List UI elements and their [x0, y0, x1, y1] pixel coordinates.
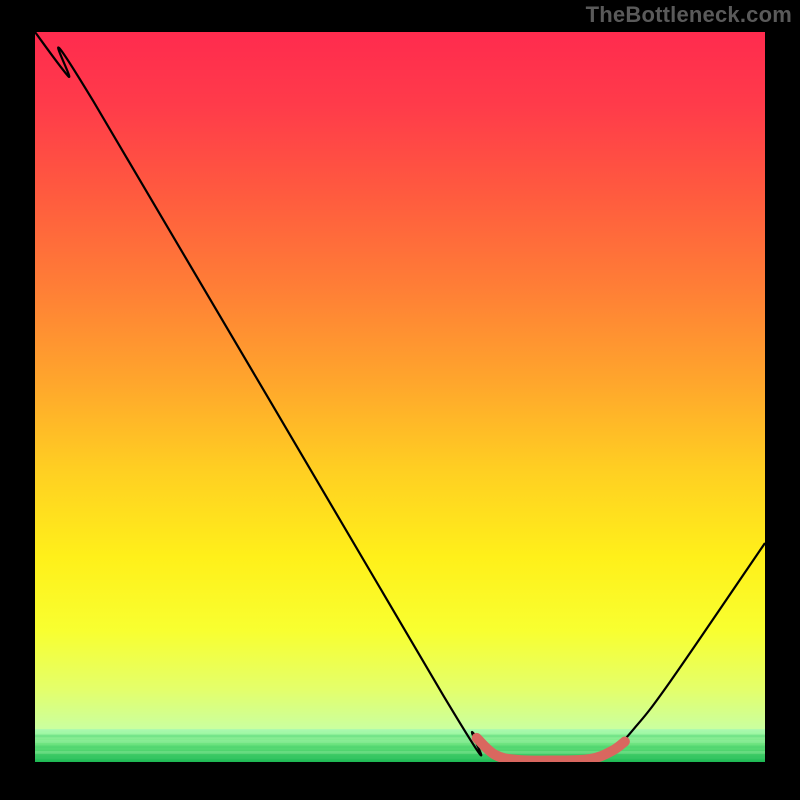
watermark-label: TheBottleneck.com — [586, 2, 792, 28]
optimal-range-highlight — [35, 32, 765, 762]
chart-frame: TheBottleneck.com — [0, 0, 800, 800]
plot-area — [35, 32, 765, 765]
